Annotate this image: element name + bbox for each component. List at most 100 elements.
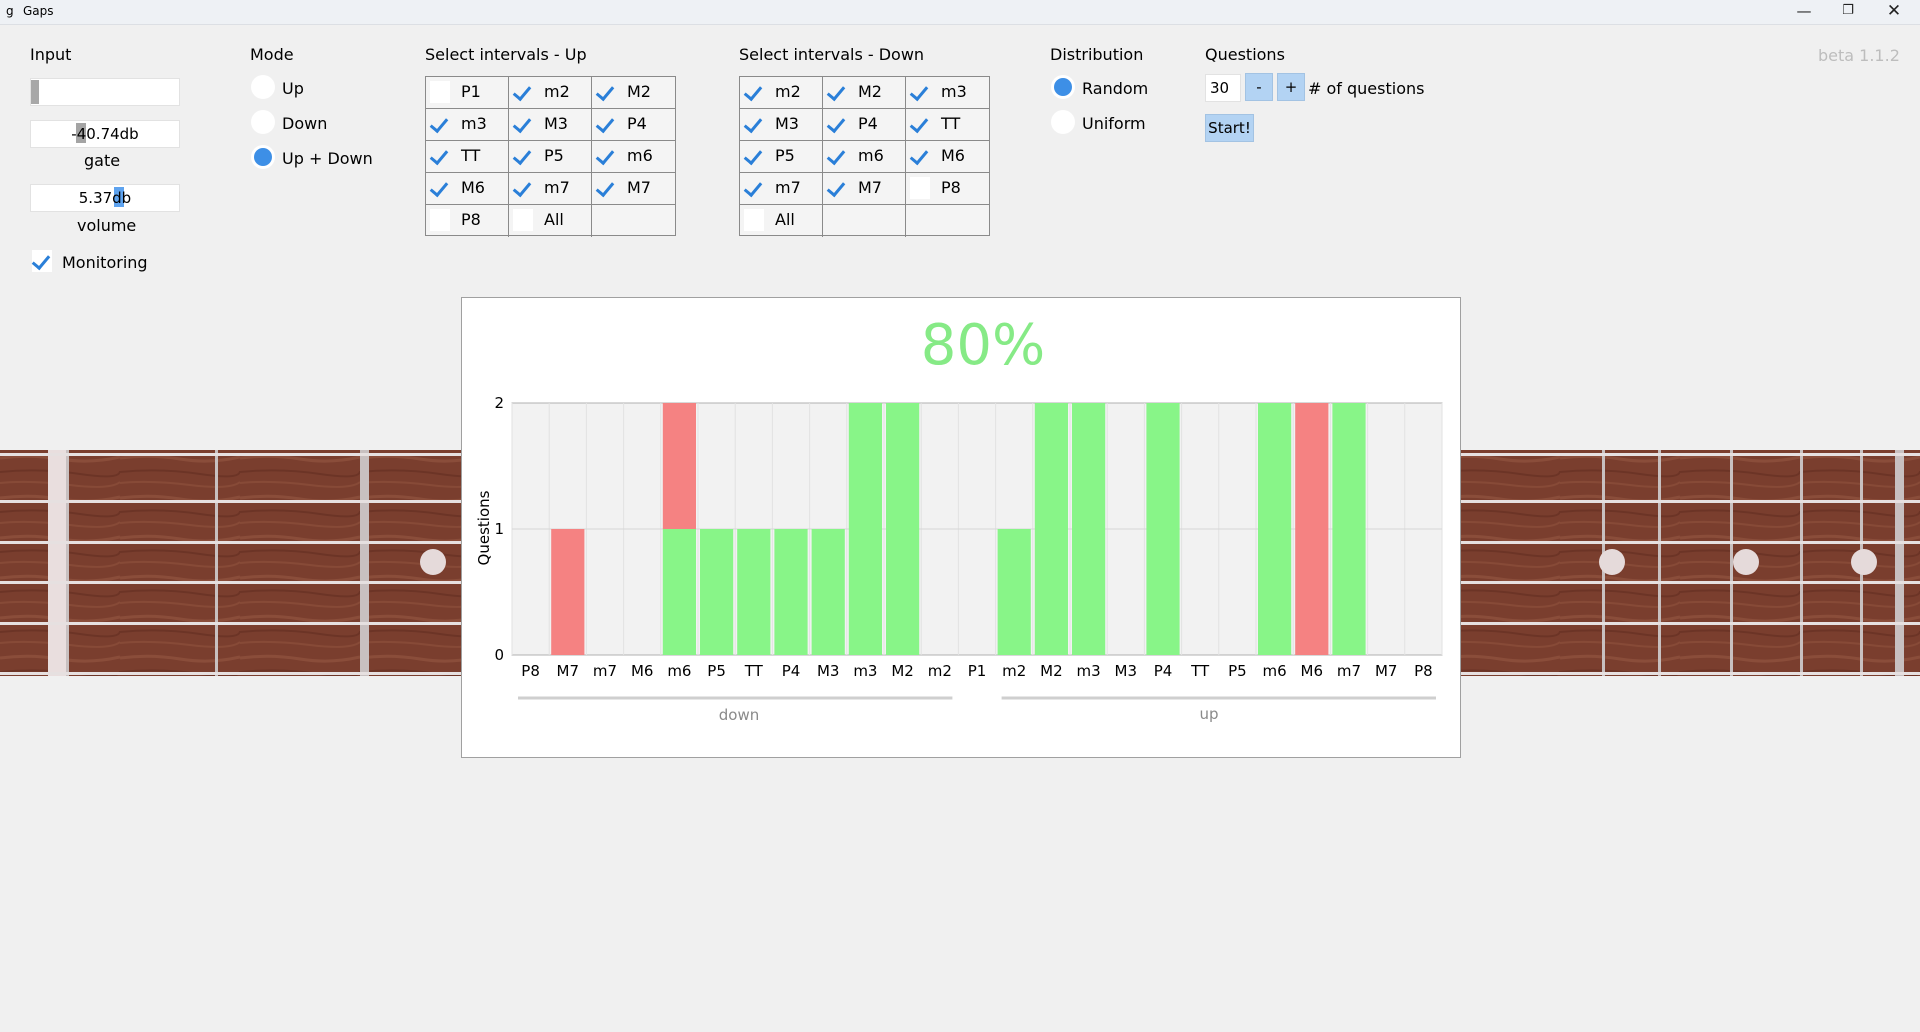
distribution-random-radio[interactable] <box>1051 75 1075 99</box>
interval-up-cell-all[interactable]: All <box>509 205 592 237</box>
interval-down-checkbox-m3[interactable] <box>910 81 930 103</box>
interval-down-checkbox-m6[interactable] <box>910 145 930 167</box>
interval-up-checkbox-m3[interactable] <box>430 113 450 135</box>
x-tick-label: M6 <box>1301 662 1324 680</box>
interval-down-checkbox-p5[interactable] <box>744 145 764 167</box>
mode-down-radio[interactable] <box>251 110 275 134</box>
minimize-icon[interactable]: — <box>1796 2 1812 20</box>
questions-label: Questions <box>1205 45 1285 64</box>
fret-wire <box>215 450 218 676</box>
interval-down-cell-m6[interactable]: M6 <box>906 141 989 173</box>
interval-up-label-tt: TT <box>461 146 481 165</box>
interval-down-cell-m7[interactable]: m7 <box>740 173 823 205</box>
interval-up-checkbox-all[interactable] <box>513 209 533 231</box>
interval-up-checkbox-p8[interactable] <box>430 209 450 231</box>
interval-down-label-p5: P5 <box>775 146 795 165</box>
interval-down-cell-all[interactable]: All <box>740 205 823 237</box>
gate-slider[interactable]: -40.74db <box>30 120 180 148</box>
interval-down-cell-tt[interactable]: TT <box>906 109 989 141</box>
restore-icon[interactable]: ❐ <box>1842 3 1854 18</box>
bar-correct <box>811 529 845 655</box>
input-level-meter <box>30 78 180 106</box>
interval-down-cell-m3[interactable]: M3 <box>740 109 823 141</box>
monitoring-label: Monitoring <box>62 253 148 272</box>
question-count-field[interactable]: 30 <box>1205 74 1241 102</box>
x-tick-label: TT <box>744 662 764 680</box>
interval-up-label-p1: P1 <box>461 82 481 101</box>
input-label: Input <box>30 45 72 64</box>
close-icon[interactable]: ✕ <box>1886 1 1902 21</box>
interval-up-label-m6: M6 <box>461 178 485 197</box>
distribution-uniform-radio[interactable] <box>1051 110 1075 134</box>
interval-down-cell-m6[interactable]: m6 <box>823 141 906 173</box>
interval-up-cell-m2[interactable]: M2 <box>592 77 675 109</box>
fret-marker <box>1599 549 1625 575</box>
bar-correct <box>662 529 696 655</box>
group-label-up: up <box>1199 705 1218 723</box>
results-panel: 80% Questions 0 1 2 P8 M7 m7 M6 m6 P5 TT P4 M3 m3 M2 m… <box>461 297 1461 758</box>
y-tick-label: 0 <box>494 646 504 664</box>
increase-questions-button[interactable]: + <box>1277 73 1305 101</box>
interval-down-checkbox-tt[interactable] <box>910 113 930 135</box>
interval-up-checkbox-tt[interactable] <box>430 145 450 167</box>
interval-up-cell-m3[interactable]: m3 <box>426 109 509 141</box>
interval-up-cell-m6[interactable]: M6 <box>426 173 509 205</box>
interval-down-checkbox-p8[interactable] <box>910 177 930 199</box>
x-tick-label: P8 <box>521 662 540 680</box>
decrease-questions-button[interactable]: - <box>1245 73 1273 101</box>
volume-slider[interactable]: 5.37db <box>30 184 180 212</box>
gate-value: -40.74db <box>71 125 139 143</box>
interval-down-checkbox-m2[interactable] <box>827 81 847 103</box>
bar-correct <box>848 403 882 655</box>
y-axis-label: Questions <box>475 490 493 565</box>
x-tick-label: m7 <box>593 662 617 680</box>
x-tick-label: M2 <box>891 662 914 680</box>
start-button[interactable]: Start! <box>1205 114 1254 142</box>
interval-up-checkbox-m7[interactable] <box>513 177 533 199</box>
interval-up-cell-p4[interactable]: P4 <box>592 109 675 141</box>
interval-down-checkbox-m7[interactable] <box>744 177 764 199</box>
x-tick-label: m2 <box>1002 662 1026 680</box>
interval-down-cell-m3[interactable]: m3 <box>906 77 989 109</box>
interval-down-cell-m7[interactable]: M7 <box>823 173 906 205</box>
interval-down-cell-m2[interactable]: M2 <box>823 77 906 109</box>
interval-down-checkbox-p4[interactable] <box>827 113 847 135</box>
interval-down-cell-m2[interactable]: m2 <box>740 77 823 109</box>
interval-up-checkbox-m6[interactable] <box>596 145 616 167</box>
interval-up-checkbox-m3[interactable] <box>513 113 533 135</box>
interval-up-checkbox-m2[interactable] <box>513 81 533 103</box>
monitoring-checkbox[interactable] <box>32 250 52 272</box>
bar-correct <box>997 529 1031 655</box>
interval-up-cell-m2[interactable]: m2 <box>509 77 592 109</box>
interval-down-checkbox-m2[interactable] <box>744 81 764 103</box>
interval-up-cell-tt[interactable]: TT <box>426 141 509 173</box>
interval-down-cell-p5[interactable]: P5 <box>740 141 823 173</box>
interval-up-checkbox-p5[interactable] <box>513 145 533 167</box>
interval-up-cell-p8[interactable]: P8 <box>426 205 509 237</box>
intervals-down-label: Select intervals - Down <box>739 45 925 64</box>
results-chart: 80% Questions 0 1 2 P8 M7 m7 M6 m6 P5 TT P4 M3 m3 M2 m… <box>475 313 1443 724</box>
interval-up-cell-m3[interactable]: M3 <box>509 109 592 141</box>
interval-down-checkbox-m3[interactable] <box>744 113 764 135</box>
interval-down-checkbox-m7[interactable] <box>827 177 847 199</box>
interval-up-cell-m7[interactable]: m7 <box>509 173 592 205</box>
interval-up-checkbox-p4[interactable] <box>596 113 616 135</box>
intervals-up-label: Select intervals - Up <box>425 45 587 64</box>
interval-up-cell-m6[interactable]: m6 <box>592 141 675 173</box>
volume-slider-handle[interactable] <box>114 187 124 207</box>
interval-down-label-m6: m6 <box>858 146 884 165</box>
gate-slider-handle[interactable] <box>76 123 86 143</box>
interval-down-checkbox-all[interactable] <box>744 209 764 231</box>
interval-down-checkbox-m6[interactable] <box>827 145 847 167</box>
interval-up-cell-p1[interactable]: P1 <box>426 77 509 109</box>
interval-up-checkbox-m6[interactable] <box>430 177 450 199</box>
mode-up-down-radio[interactable] <box>251 145 275 169</box>
interval-up-cell-p5[interactable]: P5 <box>509 141 592 173</box>
interval-down-cell-p4[interactable]: P4 <box>823 109 906 141</box>
interval-up-checkbox-m2[interactable] <box>596 81 616 103</box>
interval-up-checkbox-p1[interactable] <box>430 81 450 103</box>
interval-up-cell-m7[interactable]: M7 <box>592 173 675 205</box>
mode-up-radio[interactable] <box>251 75 275 99</box>
interval-up-checkbox-m7[interactable] <box>596 177 616 199</box>
interval-down-cell-p8[interactable]: P8 <box>906 173 989 205</box>
